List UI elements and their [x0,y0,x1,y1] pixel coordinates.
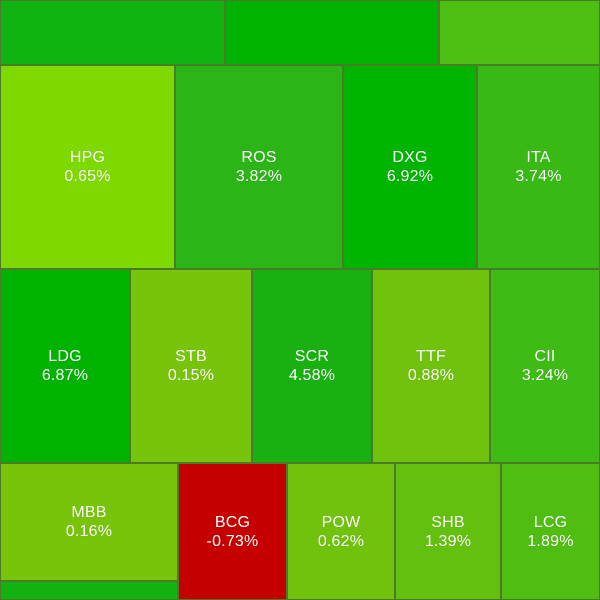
percent-change: 3.24% [521,367,569,384]
ticker-symbol: HPG [69,149,106,166]
percent-change: 1.89% [527,532,574,550]
ticker-symbol: BCG [214,513,251,531]
tile-pow[interactable]: POW 0.62% [287,463,395,600]
percent-change: 1.39% [424,532,472,550]
ticker-symbol: DXG [392,149,428,166]
tile-hpg[interactable]: HPG 0.65% [0,65,175,269]
tile-scr[interactable]: SCR 4.58% [252,269,372,463]
tile-dxg[interactable]: DXG 6.92% [343,65,477,269]
ticker-symbol: LDG [48,348,82,365]
percent-change: 3.74% [515,168,562,185]
tile-ita[interactable]: ITA 3.74% [477,65,600,269]
percent-change: 4.58% [288,367,336,384]
tile-ldg[interactable]: LDG 6.87% [0,269,130,463]
tile-mbb-sub[interactable] [0,581,178,600]
tile-cii[interactable]: CII 3.24% [490,269,600,463]
percent-change: -0.73% [206,532,259,550]
ticker-symbol: TTF [416,348,446,365]
tile-bcg[interactable]: BCG -0.73% [178,463,287,600]
tile-stb[interactable]: STB 0.15% [130,269,252,463]
tile-mbb[interactable]: MBB 0.16% [0,463,178,581]
tile-top-3[interactable] [439,0,600,65]
tile-ros[interactable]: ROS 3.82% [175,65,343,269]
percent-change: 0.16% [65,523,113,540]
tile-ttf[interactable]: TTF 0.88% [372,269,490,463]
tile-top-2[interactable] [225,0,439,65]
percent-change: 3.82% [235,168,283,185]
percent-change: 0.65% [64,168,111,185]
ticker-symbol: SHB [431,513,465,531]
ticker-symbol: ROS [241,149,277,166]
ticker-symbol: CII [534,348,556,365]
ticker-symbol: MBB [71,504,107,521]
tile-top-1[interactable] [0,0,225,65]
percent-change: 0.15% [167,367,215,384]
percent-change: 6.87% [41,367,89,384]
tile-shb[interactable]: SHB 1.39% [395,463,501,600]
ticker-symbol: ITA [526,149,551,166]
ticker-symbol: STB [175,348,207,365]
tile-lcg[interactable]: LCG 1.89% [501,463,600,600]
percent-change: 6.92% [386,168,434,185]
percent-change: 0.88% [407,367,455,384]
ticker-symbol: SCR [294,348,330,365]
percent-change: 0.62% [317,532,365,550]
ticker-symbol: LCG [533,513,568,531]
ticker-symbol: POW [321,513,361,531]
